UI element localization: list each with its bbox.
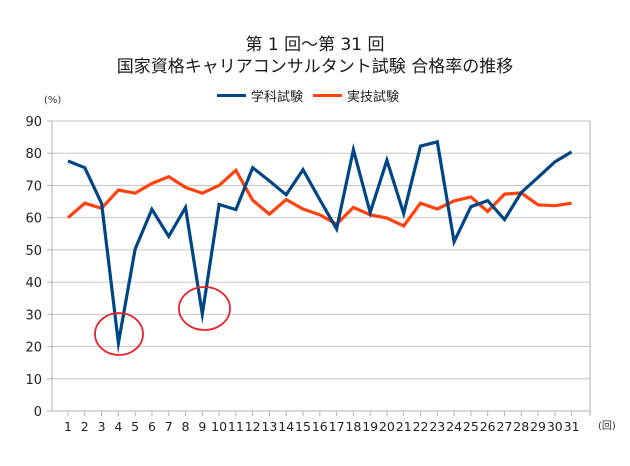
y-tick-label: 40: [25, 276, 42, 291]
chart-title-line1: 第 1 回〜第 31 回: [245, 35, 385, 55]
y-tick-label: 20: [25, 341, 42, 356]
annotations: [94, 286, 231, 356]
x-tick-label: 25: [463, 419, 479, 434]
x-tick-label: 3: [98, 419, 106, 434]
x-tick-label: 29: [530, 419, 546, 434]
chart-title-line2: 国家資格キャリアコンサルタント試験 合格率の推移: [116, 57, 514, 77]
x-axis-labels: 1 2 3 4 5 6 7 8 9 10 11 12 13 14 15 16 17 18 19 20 21 22 23 24 2…: [64, 419, 580, 434]
highlight-circle-4: [94, 312, 144, 356]
series-line-written-exam: [67, 139, 573, 354]
y-tick-label: 70: [25, 179, 42, 194]
legend-item-written-exam: 学科試験: [217, 86, 304, 105]
legend-label: 学科試験: [251, 89, 304, 105]
chart-legend: 学科試験 実技試験: [0, 86, 630, 105]
x-tick-label: 22: [413, 419, 429, 434]
x-tick-label: 9: [198, 419, 206, 434]
x-tick-label: 14: [278, 419, 294, 434]
highlight-circle-9: [178, 286, 231, 331]
y-tick-label: 50: [25, 244, 42, 259]
y-axis-unit: (%): [44, 95, 61, 106]
x-tick-label: 26: [480, 419, 496, 434]
y-tick-label: 80: [25, 147, 42, 162]
axes: [47, 120, 591, 416]
legend-swatch-orange: [313, 93, 342, 97]
x-tick-label: 28: [513, 419, 529, 434]
x-tick-label: 31: [564, 419, 580, 434]
x-tick-label: 24: [446, 419, 462, 434]
x-tick-label: 30: [547, 419, 563, 434]
y-tick-label: 60: [25, 212, 42, 227]
x-tick-label: 13: [261, 419, 277, 434]
x-tick-label: 27: [497, 419, 513, 434]
x-tick-label: 2: [81, 419, 89, 434]
x-tick-label: 21: [396, 419, 412, 434]
x-tick-label: 19: [362, 419, 378, 434]
y-tick-label: 90: [25, 115, 42, 130]
y-tick-label: 0: [34, 405, 42, 420]
x-tick-label: 11: [228, 419, 244, 434]
series-line-practical-exam: [66, 167, 572, 229]
x-tick-label: 17: [329, 419, 345, 434]
x-tick-label: 12: [245, 419, 261, 434]
x-tick-label: 5: [131, 419, 139, 434]
y-axis-labels: 0 10 20 30 40 50 60 70 80 90: [25, 115, 42, 420]
gridlines: [52, 120, 590, 380]
legend-swatch-blue: [217, 93, 246, 97]
x-tick-label: 10: [211, 419, 227, 434]
x-tick-label: 16: [312, 419, 328, 434]
legend-label: 実技試験: [347, 89, 400, 105]
x-tick-label: 23: [429, 419, 445, 434]
x-tick-label: 15: [295, 419, 311, 434]
y-tick-label: 10: [25, 373, 42, 388]
x-tick-label: 8: [182, 419, 190, 434]
y-tick-label: 30: [25, 308, 42, 323]
x-tick-label: 1: [64, 419, 72, 434]
x-tick-label: 18: [345, 419, 361, 434]
data-series: [66, 139, 573, 354]
x-tick-label: 20: [379, 419, 395, 434]
x-tick-label: 6: [148, 419, 156, 434]
legend-item-practical-exam: 実技試験: [313, 86, 400, 105]
x-tick-label: 4: [114, 419, 122, 434]
x-axis-unit: (回): [598, 420, 616, 432]
x-tick-label: 7: [165, 419, 173, 434]
